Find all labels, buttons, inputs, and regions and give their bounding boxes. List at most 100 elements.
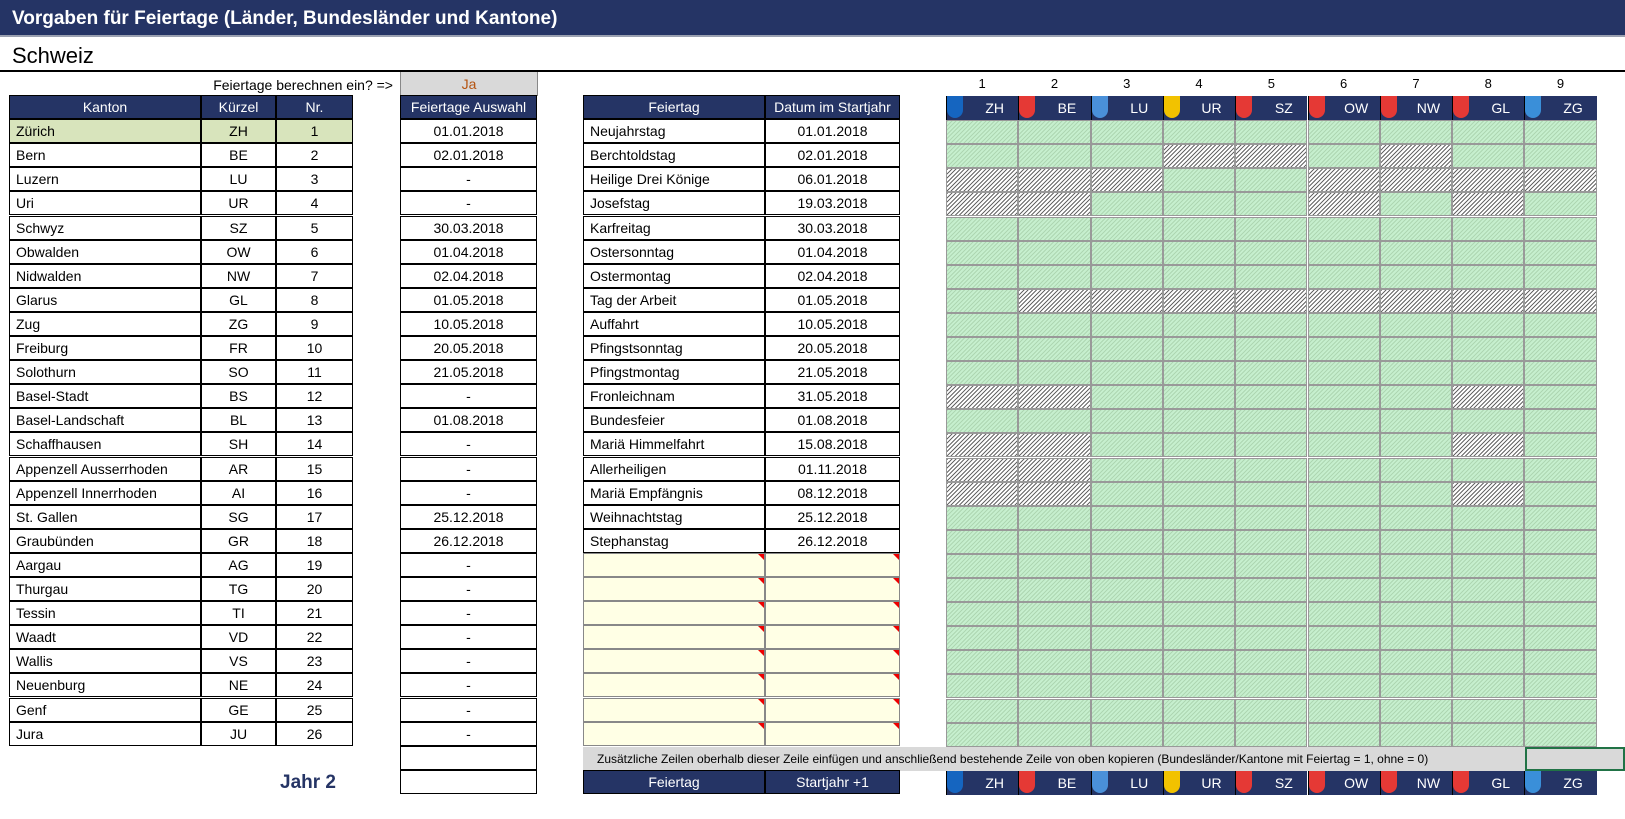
holiday-flag-cell[interactable]: [1307, 481, 1380, 506]
kanton-nr[interactable]: 10: [276, 336, 353, 361]
holiday-flag-cell[interactable]: [1162, 433, 1236, 458]
holiday-flag-cell[interactable]: [1452, 674, 1525, 699]
kanton-code[interactable]: SZ: [201, 215, 276, 240]
holiday-flag-cell[interactable]: [1307, 602, 1380, 627]
holiday-flag-cell[interactable]: [1452, 288, 1525, 313]
kanton-nr[interactable]: 9: [276, 311, 353, 336]
kanton-name[interactable]: Luzern: [9, 167, 201, 192]
holiday-flag-cell[interactable]: [1379, 433, 1453, 458]
feiertag-date[interactable]: 01.01.2018: [765, 119, 900, 144]
holiday-flag-cell[interactable]: [1235, 409, 1308, 434]
holiday-flag-cell[interactable]: [946, 240, 1019, 265]
feiertag-date[interactable]: 20.05.2018: [765, 336, 900, 361]
feiertag-date[interactable]: 01.11.2018: [765, 456, 900, 481]
holiday-flag-cell[interactable]: [1018, 288, 1091, 313]
holiday-flag-cell[interactable]: [946, 602, 1019, 627]
holiday-flag-cell[interactable]: [1524, 361, 1597, 386]
holiday-flag-cell[interactable]: [1524, 409, 1597, 434]
holiday-flag-cell[interactable]: [1524, 481, 1597, 506]
holiday-flag-cell[interactable]: [1379, 481, 1453, 506]
holiday-flag-cell[interactable]: [1452, 409, 1525, 434]
holiday-flag-cell[interactable]: [1018, 650, 1091, 675]
holiday-flag-cell[interactable]: [1452, 626, 1525, 651]
feiertag-name[interactable]: Pfingstsonntag: [583, 336, 765, 361]
feiertag-name[interactable]: Mariä Empfängnis: [583, 480, 765, 505]
feiertag-name[interactable]: Fronleichnam: [583, 384, 765, 409]
holiday-flag-cell[interactable]: [1162, 288, 1236, 313]
feiertag-date[interactable]: 10.05.2018: [765, 311, 900, 336]
holiday-flag-cell[interactable]: [1452, 722, 1525, 747]
holiday-flag-cell[interactable]: [1018, 505, 1091, 530]
holiday-flag-cell[interactable]: [946, 505, 1019, 530]
holiday-flag-cell[interactable]: [1307, 409, 1380, 434]
holiday-flag-cell[interactable]: [1235, 650, 1308, 675]
holiday-flag-cell[interactable]: [1452, 433, 1525, 458]
holiday-flag-cell[interactable]: [1162, 192, 1236, 217]
feiertag-date[interactable]: 08.12.2018: [765, 480, 900, 505]
holiday-flag-cell[interactable]: [1379, 240, 1453, 265]
holiday-flag-cell[interactable]: [1162, 264, 1236, 289]
holiday-flag-cell[interactable]: [946, 264, 1019, 289]
feiertag-name[interactable]: Ostermontag: [583, 263, 765, 288]
holiday-flag-cell[interactable]: [1162, 674, 1236, 699]
empty-date-input[interactable]: [765, 721, 900, 746]
holiday-flag-cell[interactable]: [1162, 120, 1236, 145]
kanton-code[interactable]: NW: [201, 263, 276, 288]
holiday-flag-cell[interactable]: [1307, 144, 1380, 169]
kanton-code[interactable]: BE: [201, 143, 276, 168]
holiday-flag-cell[interactable]: [946, 216, 1019, 241]
kanton-code[interactable]: NE: [201, 673, 276, 698]
holiday-flag-cell[interactable]: [1162, 168, 1236, 193]
empty-feiertag-input[interactable]: [583, 697, 765, 722]
holiday-flag-cell[interactable]: [1090, 505, 1163, 530]
empty-feiertag-input[interactable]: [583, 577, 765, 602]
kanton-name[interactable]: Zürich: [9, 119, 201, 144]
feiertag-date[interactable]: 01.05.2018: [765, 287, 900, 312]
holiday-flag-cell[interactable]: [1162, 722, 1236, 747]
holiday-flag-cell[interactable]: [1235, 288, 1308, 313]
holiday-flag-cell[interactable]: [1307, 650, 1380, 675]
kanton-nr[interactable]: 3: [276, 167, 353, 192]
holiday-flag-cell[interactable]: [1307, 722, 1380, 747]
kanton-nr[interactable]: 12: [276, 384, 353, 409]
holiday-flag-cell[interactable]: [1090, 288, 1163, 313]
holiday-flag-cell[interactable]: [1307, 168, 1380, 193]
feiertag-date[interactable]: 01.08.2018: [765, 408, 900, 433]
holiday-flag-cell[interactable]: [1379, 168, 1453, 193]
holiday-flag-cell[interactable]: [1235, 240, 1308, 265]
holiday-flag-cell[interactable]: [1379, 722, 1453, 747]
holiday-flag-cell[interactable]: [946, 674, 1019, 699]
kanton-code[interactable]: BS: [201, 384, 276, 409]
holiday-flag-cell[interactable]: [1162, 481, 1236, 506]
holiday-flag-cell[interactable]: [1018, 361, 1091, 386]
holiday-flag-cell[interactable]: [1235, 168, 1308, 193]
holiday-flag-cell[interactable]: [946, 385, 1019, 410]
kanton-code[interactable]: SH: [201, 432, 276, 457]
kanton-name[interactable]: Basel-Landschaft: [9, 408, 201, 433]
holiday-flag-cell[interactable]: [1090, 698, 1163, 723]
holiday-flag-cell[interactable]: [1379, 216, 1453, 241]
holiday-flag-cell[interactable]: [1090, 457, 1163, 482]
holiday-flag-cell[interactable]: [1090, 650, 1163, 675]
holiday-flag-cell[interactable]: [1524, 120, 1597, 145]
holiday-flag-cell[interactable]: [1090, 120, 1163, 145]
holiday-flag-cell[interactable]: [1235, 457, 1308, 482]
holiday-flag-cell[interactable]: [1162, 626, 1236, 651]
holiday-flag-cell[interactable]: [1018, 553, 1091, 578]
feiertag-date[interactable]: 19.03.2018: [765, 191, 900, 216]
holiday-flag-cell[interactable]: [1524, 722, 1597, 747]
holiday-flag-cell[interactable]: [1235, 626, 1308, 651]
holiday-flag-cell[interactable]: [946, 361, 1019, 386]
empty-feiertag-input[interactable]: [583, 552, 765, 577]
holiday-flag-cell[interactable]: [1524, 433, 1597, 458]
holiday-flag-cell[interactable]: [946, 650, 1019, 675]
holiday-flag-cell[interactable]: [1452, 457, 1525, 482]
kanton-code[interactable]: UR: [201, 191, 276, 216]
holiday-flag-cell[interactable]: [946, 192, 1019, 217]
holiday-flag-cell[interactable]: [1235, 722, 1308, 747]
holiday-flag-cell[interactable]: [1524, 240, 1597, 265]
holiday-flag-cell[interactable]: [1307, 674, 1380, 699]
holiday-flag-cell[interactable]: [1452, 385, 1525, 410]
holiday-flag-cell[interactable]: [1090, 240, 1163, 265]
feiertag-name[interactable]: Neujahrstag: [583, 119, 765, 144]
